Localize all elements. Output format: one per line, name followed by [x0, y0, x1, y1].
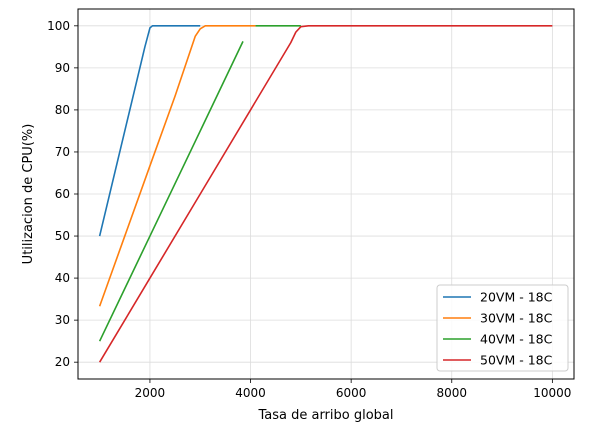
- legend-label: 40VM - 18C: [480, 332, 553, 347]
- series-lines: [98, 25, 553, 363]
- y-tick-label: 100: [47, 19, 70, 33]
- y-tick-label: 20: [55, 355, 70, 369]
- y-tick-label: 70: [55, 145, 70, 159]
- legend-label: 20VM - 18C: [480, 290, 553, 305]
- legend: 20VM - 18C 30VM - 18C 40VM - 18C 50VM - 18C: [436, 284, 569, 372]
- x-axis-ticks: 2000 4000 6000 8000 10000: [135, 379, 571, 400]
- y-tick-label: 30: [55, 313, 70, 327]
- legend-label: 50VM - 18C: [480, 353, 553, 368]
- y-tick-label: 50: [55, 229, 70, 243]
- series-line-20vm-18c: [98, 25, 201, 237]
- y-tick-label: 80: [55, 103, 70, 117]
- series-line-50vm-18c: [98, 25, 553, 363]
- x-axis-label: Tasa de arribo global: [257, 408, 393, 423]
- x-tick-label: 2000: [135, 386, 166, 400]
- series-line-30vm-18c: [98, 25, 256, 307]
- series-line-40vm-18c: [98, 41, 244, 342]
- x-tick-label: 6000: [336, 386, 367, 400]
- y-axis-label: Utilizacion de CPU(%): [21, 124, 36, 265]
- y-tick-label: 90: [55, 61, 70, 75]
- x-tick-label: 4000: [235, 386, 266, 400]
- legend-label: 30VM - 18C: [480, 311, 553, 326]
- y-axis-ticks: 20 30 40 50 60 70 80 90 100: [47, 19, 78, 369]
- y-tick-label: 40: [55, 271, 70, 285]
- x-tick-label: 8000: [436, 386, 467, 400]
- y-tick-label: 60: [55, 187, 70, 201]
- x-tick-label: 10000: [533, 386, 571, 400]
- legend-box: [436, 284, 569, 372]
